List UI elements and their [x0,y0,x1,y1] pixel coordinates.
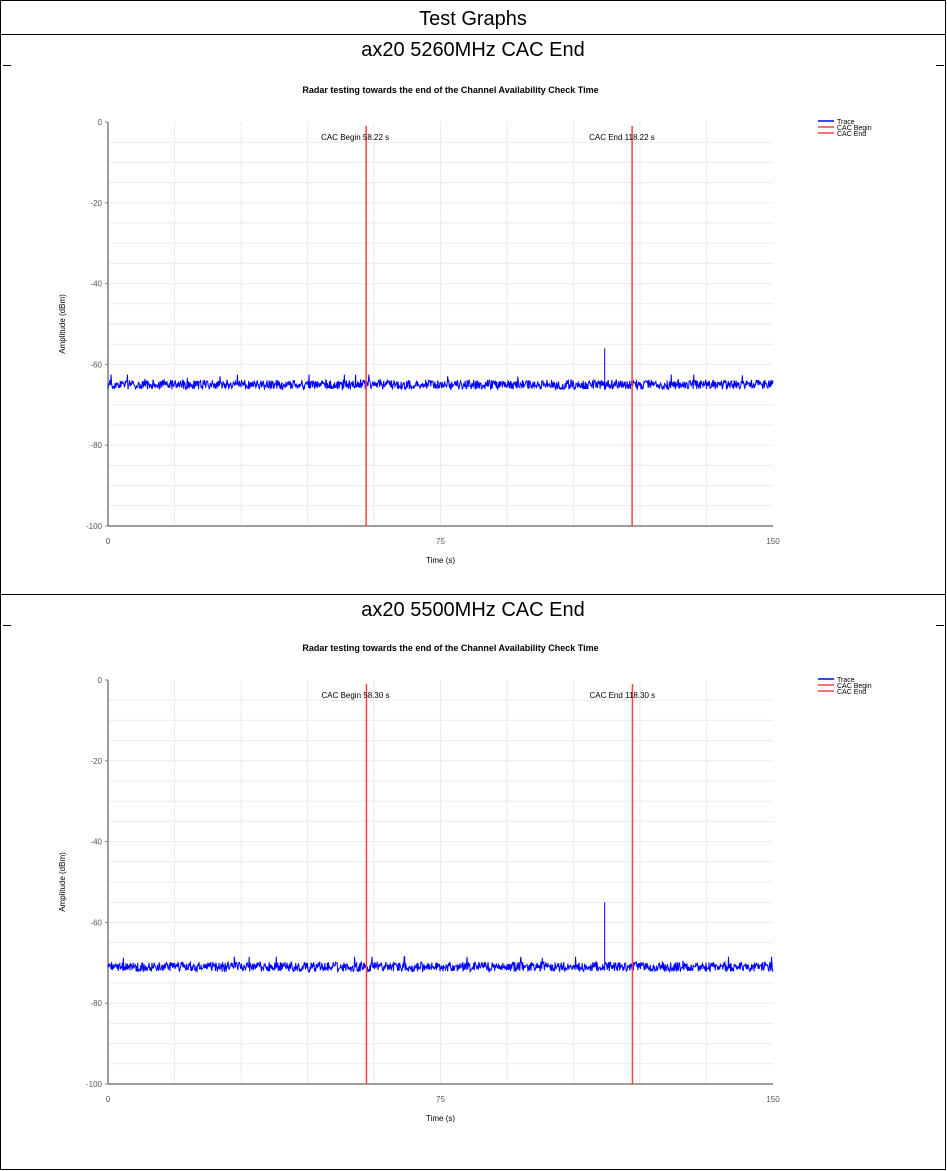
x-tick-label: 75 [436,1095,445,1104]
legend-label: CAC End [837,131,866,138]
y-tick-label: 0 [98,118,103,127]
y-tick-label: -20 [90,757,102,766]
grid [108,122,773,526]
y-tick-label: -80 [90,999,102,1008]
cac-annotation: CAC End 118.30 s [589,691,655,700]
y-axis-label: Amplitude (dBm) [58,294,67,354]
chart-title: Radar testing towards the end of the Cha… [302,85,598,95]
divider [1,594,945,595]
legend-label: CAC Begin [837,683,872,690]
y-axis-label: Amplitude (dBm) [58,852,67,912]
legend-label: CAC Begin [837,125,872,132]
edge-mark [3,625,11,626]
edge-mark [936,65,944,66]
chart-2-heading: ax20 5500MHz CAC End [361,599,585,621]
cac-annotation: CAC Begin 58.22 s [321,133,389,142]
y-tick-label: 0 [98,676,103,685]
x-tick-label: 75 [436,537,445,546]
y-tick-label: -60 [90,918,102,927]
y-tick-label: -100 [86,522,103,531]
y-tick-label: -100 [86,1080,103,1089]
y-tick-label: -40 [90,838,102,847]
x-tick-label: 0 [106,537,111,546]
cac-annotation: CAC Begin 58.30 s [321,691,389,700]
y-tick-label: -80 [90,441,102,450]
chart-1: Radar testing towards the end of the Cha… [58,85,872,565]
grid [108,680,773,1084]
edge-mark [936,625,944,626]
x-axis-label: Time (s) [426,1114,455,1123]
edge-mark [3,65,11,66]
chart-title: Radar testing towards the end of the Cha… [302,643,598,653]
y-tick-label: -20 [90,199,102,208]
chart-2: Radar testing towards the end of the Cha… [58,643,872,1123]
trace-series [107,348,774,392]
divider [1,34,945,35]
x-axis-label: Time (s) [426,556,455,565]
chart-1-heading: ax20 5260MHz CAC End [361,39,585,61]
legend-label: Trace [837,677,855,684]
x-tick-label: 150 [766,1095,780,1104]
y-tick-label: -40 [90,280,102,289]
page-title: Test Graphs [419,8,527,30]
legend-label: Trace [837,119,855,126]
x-tick-label: 150 [766,537,780,546]
x-tick-label: 0 [106,1095,111,1104]
cac-annotation: CAC End 118.22 s [589,133,655,142]
legend-label: CAC End [837,689,866,696]
y-tick-label: -60 [90,360,102,369]
trace-series [107,902,774,974]
